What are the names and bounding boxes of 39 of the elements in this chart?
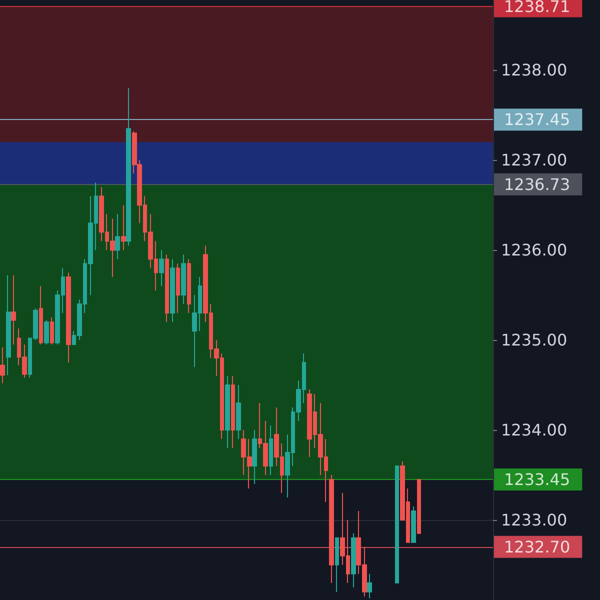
candlestick <box>225 376 230 448</box>
ref-line-label: 1236.73 <box>504 174 570 194</box>
candlestick <box>0 346 5 384</box>
candlestick <box>165 254 169 323</box>
candlestick <box>329 474 334 584</box>
candlestick <box>187 258 191 314</box>
candlestick <box>269 424 273 476</box>
ref-line-label: 1232.70 <box>504 537 570 556</box>
y-tick-label: 1237.00 <box>501 150 568 170</box>
ref-line-label: 1238.71 <box>504 0 570 16</box>
candlestick <box>231 376 235 448</box>
candlestick <box>417 478 421 534</box>
candlestick <box>170 258 175 323</box>
candlestick <box>252 429 257 484</box>
candlestick <box>44 320 49 346</box>
candlestick <box>121 204 126 251</box>
candlestick <box>176 263 180 314</box>
candlestick <box>335 537 339 592</box>
candlestick <box>181 254 186 305</box>
candlestick <box>159 250 164 287</box>
candlestick <box>411 506 416 543</box>
candlestick <box>367 573 372 599</box>
candlestick <box>395 465 399 584</box>
candlestick <box>351 532 356 588</box>
candlestick <box>115 214 120 260</box>
candlestick <box>126 88 131 246</box>
candlestick <box>66 272 71 364</box>
y-tick-label: 1238.00 <box>501 60 568 80</box>
candlestick <box>39 286 43 346</box>
candlestick <box>50 317 54 346</box>
ref-line-label: 1233.45 <box>504 470 570 489</box>
y-tick-label: 1234.00 <box>501 420 568 440</box>
y-tick-label: 1235.00 <box>501 330 568 350</box>
y-tick-label: 1236.00 <box>501 240 568 260</box>
candlestick <box>6 274 11 376</box>
y-tick-label: 1233.00 <box>501 510 568 530</box>
candlestick <box>236 384 241 440</box>
ref-line-label: 1237.45 <box>504 110 570 130</box>
candlestick <box>11 274 16 346</box>
